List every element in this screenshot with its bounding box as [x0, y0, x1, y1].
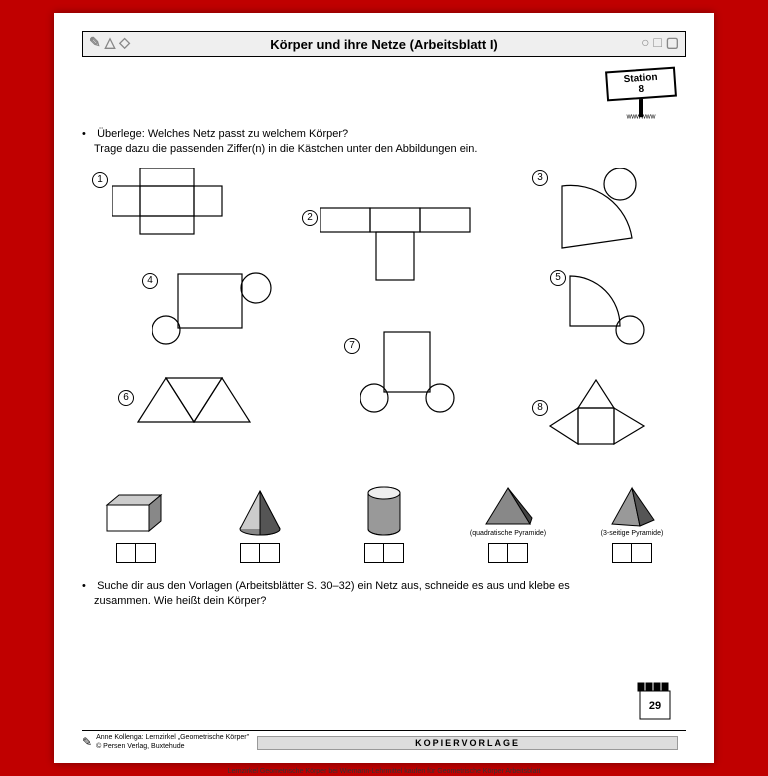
title-deco-left: ✎ △ ◇ — [89, 34, 130, 51]
instruction-1: • Überlege: Welches Netz passt zu welche… — [82, 127, 686, 158]
nets-canvas: 1 2 3 — [82, 168, 686, 478]
net-number-7: 7 — [344, 338, 360, 354]
net-8-pyramid — [548, 378, 668, 458]
tower-icon: 29 — [632, 673, 678, 723]
solid-cylinder — [334, 485, 434, 563]
image-caption: Lernzirkel Geometrische Körper bei Wiema… — [0, 768, 768, 776]
net-5-sector-circle — [562, 268, 672, 348]
net-3-cone — [542, 168, 662, 258]
net-number-6: 6 — [118, 390, 134, 406]
answer-boxes-2[interactable] — [210, 543, 310, 563]
page-number: 29 — [649, 700, 661, 712]
station-sign: Station 8 ʷʷʷʷʷʷ — [606, 69, 676, 124]
cylinder-icon — [361, 485, 407, 537]
net-2-t-shape — [320, 198, 490, 288]
credit-block: ✎ Anne Kollenga: Lernzirkel „Geometrisch… — [82, 734, 249, 751]
station-board: Station 8 — [605, 67, 677, 102]
credit-line2: © Persen Verlag, Buxtehude — [96, 743, 184, 750]
worksheet-page: ✎ △ ◇ Körper und ihre Netze (Arbeitsblat… — [54, 13, 714, 763]
instruction2-line2: zusammen. Wie heißt dein Körper? — [94, 595, 266, 607]
solid-square-pyramid: (quadratische Pyramide) — [458, 484, 558, 563]
caption-tri: (3-seitige Pyramide) — [582, 530, 682, 537]
instruction2-line1: Suche dir aus den Vorlagen (Arbeitsblätt… — [97, 580, 570, 592]
net-number-8: 8 — [532, 400, 548, 416]
grass-icon: ʷʷʷʷʷʷ — [606, 113, 676, 124]
net-number-2: 2 — [302, 210, 318, 226]
answer-boxes-3[interactable] — [334, 543, 434, 563]
title-deco-right: ○ □ ▢ — [641, 34, 679, 51]
tri-pyramid-icon — [604, 484, 660, 530]
bullet-icon: • — [82, 579, 94, 594]
station-number: 8 — [638, 84, 644, 95]
instruction1-line1: Überlege: Welches Netz passt zu welchem … — [97, 128, 348, 140]
caption-quad: (quadratische Pyramide) — [458, 530, 558, 537]
worksheet-title: Körper und ihre Netze (Arbeitsblatt I) — [270, 37, 498, 52]
solid-tri-pyramid: (3-seitige Pyramide) — [582, 484, 682, 563]
kopiervorlage-label: KOPIERVORLAGE — [257, 736, 678, 750]
cone-icon — [233, 487, 287, 537]
solids-row: (quadratische Pyramide) (3-seitige Pyram… — [82, 484, 686, 563]
answer-boxes-5[interactable] — [582, 543, 682, 563]
answer-boxes-1[interactable] — [86, 543, 186, 563]
bullet-icon: • — [82, 127, 94, 142]
net-number-5: 5 — [550, 270, 566, 286]
instruction-2: • Suche dir aus den Vorlagen (Arbeitsblä… — [82, 579, 686, 610]
net-number-4: 4 — [142, 273, 158, 289]
title-bar: ✎ △ ◇ Körper und ihre Netze (Arbeitsblat… — [82, 31, 686, 57]
net-7-cylinder2 — [360, 328, 480, 418]
net-number-3: 3 — [532, 170, 548, 186]
footer: ✎ Anne Kollenga: Lernzirkel „Geometrisch… — [82, 730, 686, 751]
net-number-1: 1 — [92, 172, 108, 188]
credit-line1: Anne Kollenga: Lernzirkel „Geometrische … — [96, 734, 249, 741]
net-1-cuboid — [112, 168, 252, 238]
net-4-cylinder — [152, 268, 282, 348]
solid-cuboid — [86, 491, 186, 563]
square-pyramid-icon — [480, 484, 536, 530]
answer-boxes-4[interactable] — [458, 543, 558, 563]
cuboid-icon — [101, 491, 171, 537]
instruction1-line2: Trage dazu die passenden Ziffer(n) in di… — [94, 143, 477, 155]
pencil-icon: ✎ — [82, 735, 92, 749]
net-6-tetra — [136, 376, 266, 436]
solid-cone — [210, 487, 310, 563]
